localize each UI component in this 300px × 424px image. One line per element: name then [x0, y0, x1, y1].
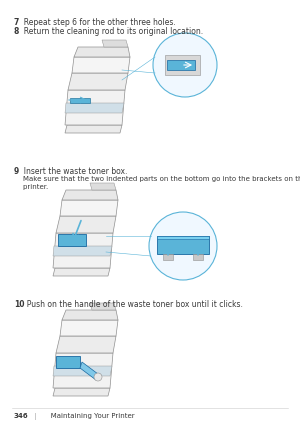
- Polygon shape: [53, 268, 110, 276]
- Text: |: |: [30, 413, 37, 420]
- Polygon shape: [60, 200, 118, 216]
- Polygon shape: [102, 40, 128, 47]
- Polygon shape: [68, 73, 128, 90]
- Bar: [193, 254, 203, 260]
- Bar: [157, 236, 209, 254]
- Text: 9: 9: [14, 167, 19, 176]
- Polygon shape: [62, 310, 118, 320]
- Polygon shape: [53, 233, 113, 268]
- Polygon shape: [62, 190, 118, 200]
- Polygon shape: [80, 362, 98, 380]
- Polygon shape: [53, 353, 113, 388]
- Text: Push on the handle of the waste toner box until it clicks.: Push on the handle of the waste toner bo…: [22, 300, 243, 309]
- Polygon shape: [65, 125, 122, 133]
- Circle shape: [94, 373, 102, 381]
- Bar: [157, 236, 209, 239]
- Bar: [70, 98, 90, 103]
- Bar: [163, 254, 173, 260]
- Polygon shape: [74, 47, 130, 57]
- Polygon shape: [56, 356, 80, 368]
- Polygon shape: [53, 366, 112, 376]
- Text: Make sure that the two indented parts on the bottom go into the brackets on the: Make sure that the two indented parts on…: [14, 176, 300, 182]
- Polygon shape: [56, 216, 116, 233]
- Polygon shape: [60, 320, 118, 336]
- Polygon shape: [58, 234, 86, 246]
- Text: 7: 7: [14, 18, 20, 27]
- Text: Repeat step 6 for the other three holes.: Repeat step 6 for the other three holes.: [19, 18, 176, 27]
- Polygon shape: [53, 246, 112, 256]
- Circle shape: [153, 33, 217, 97]
- Polygon shape: [72, 57, 130, 73]
- Polygon shape: [65, 90, 125, 125]
- Polygon shape: [90, 183, 116, 190]
- Bar: [165, 55, 200, 75]
- Text: printer.: printer.: [14, 184, 48, 190]
- Bar: [167, 60, 195, 70]
- Text: Insert the waste toner box.: Insert the waste toner box.: [19, 167, 128, 176]
- Text: 10: 10: [14, 300, 25, 309]
- Text: Return the cleaning rod to its original location.: Return the cleaning rod to its original …: [19, 27, 203, 36]
- Circle shape: [149, 212, 217, 280]
- Text: Maintaining Your Printer: Maintaining Your Printer: [44, 413, 135, 419]
- Polygon shape: [65, 103, 124, 113]
- Text: 346: 346: [14, 413, 28, 419]
- Polygon shape: [90, 303, 116, 310]
- Text: 8: 8: [14, 27, 20, 36]
- Polygon shape: [53, 388, 110, 396]
- Polygon shape: [56, 336, 116, 353]
